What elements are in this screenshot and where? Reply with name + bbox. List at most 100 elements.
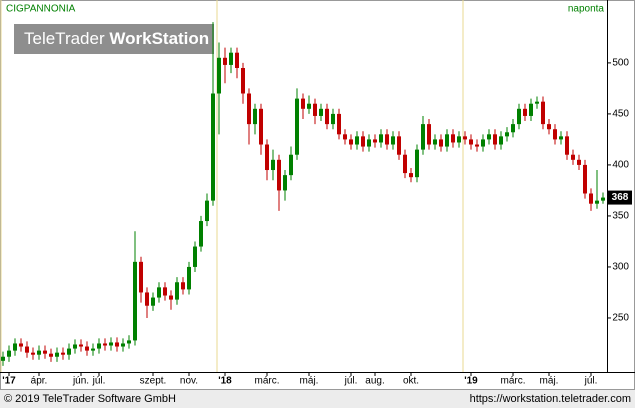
candle-body: [397, 136, 401, 155]
candle-body: [121, 343, 125, 347]
x-tick-label: jún.: [72, 376, 89, 387]
candle-body: [313, 103, 317, 116]
y-tick-label: 250: [612, 313, 629, 324]
candle-body: [295, 98, 299, 155]
candle-body: [13, 343, 17, 351]
candle-body: [319, 108, 323, 116]
candle-body: [31, 352, 35, 355]
x-tick-label: júl.: [92, 376, 106, 387]
candle-body: [229, 52, 233, 65]
candle-body: [385, 134, 389, 145]
candle-body: [493, 134, 497, 145]
x-tick-label: júl.: [584, 376, 598, 387]
candle-body: [565, 136, 569, 155]
candle-body: [181, 282, 185, 290]
last-price-box: [608, 190, 632, 205]
candle-body: [529, 103, 533, 116]
candle-body: [199, 221, 203, 247]
candle-body: [265, 144, 269, 171]
x-tick-label: nov.: [180, 376, 198, 387]
candle-body: [163, 287, 167, 296]
x-tick-label: '19: [464, 376, 478, 387]
candle-body: [349, 139, 353, 145]
candle-body: [187, 266, 191, 290]
watermark-box: [14, 24, 214, 54]
candle-body: [511, 124, 515, 133]
x-tick-label: '17: [2, 376, 16, 387]
footer-left: © 2019 TeleTrader Software GmbH: [4, 393, 176, 405]
candle-body: [577, 159, 581, 165]
y-tick-label: 450: [612, 109, 629, 120]
x-tick-label: aug.: [365, 376, 384, 387]
x-tick-label: máj.: [540, 376, 559, 387]
candle-body: [505, 132, 509, 137]
candle-body: [409, 173, 413, 178]
watermark-part: TeleTrader: [24, 29, 105, 48]
y-tick-label: 400: [612, 160, 629, 171]
candle-body: [583, 164, 587, 194]
candle-body: [1, 356, 5, 361]
candle-body: [37, 350, 41, 355]
candle-body: [43, 350, 47, 354]
candle-body: [217, 57, 221, 94]
candle-body: [79, 344, 83, 347]
candle-body: [103, 343, 107, 346]
candle-body: [205, 200, 209, 222]
candle-body: [115, 342, 119, 347]
candle-body: [337, 113, 341, 135]
candle-body: [541, 101, 545, 125]
watermark-part: WorkStation: [109, 29, 209, 48]
candle-body: [25, 346, 29, 353]
x-tick-label: ápr.: [31, 376, 48, 387]
candle-body: [571, 154, 575, 160]
candle-body: [109, 342, 113, 346]
candle-body: [67, 348, 71, 355]
candle-body: [451, 134, 455, 143]
candle-body: [547, 124, 551, 130]
candle-body: [325, 108, 329, 125]
x-tick-label: '18: [218, 376, 232, 387]
y-tick-label: 300: [612, 262, 629, 273]
candle-body: [469, 139, 473, 145]
candle-body: [169, 295, 173, 300]
candle-body: [379, 134, 383, 143]
candle-body: [277, 159, 281, 191]
x-tick-label: máj.: [300, 376, 319, 387]
candle-body: [481, 139, 485, 147]
x-tick-label: márc.: [501, 376, 526, 387]
candle-body: [85, 346, 89, 351]
candle-body: [463, 136, 467, 140]
candle-body: [259, 108, 263, 145]
candle-body: [145, 292, 149, 306]
candle-body: [211, 93, 215, 201]
candle-body: [373, 139, 377, 143]
watermark: TeleTrader WorkStation: [24, 29, 209, 48]
y-tick-label: 500: [612, 58, 629, 69]
candle-body: [253, 108, 257, 125]
candle-body: [289, 154, 293, 176]
candle-body: [193, 246, 197, 267]
candle-body: [151, 297, 155, 306]
x-tick-label: márc.: [255, 376, 280, 387]
candle-body: [475, 144, 479, 147]
candle-body: [301, 98, 305, 109]
x-tick-label: szept.: [140, 376, 167, 387]
candle-body: [235, 52, 239, 68]
candle-body: [133, 261, 137, 341]
x-tick-label: okt.: [403, 376, 419, 387]
candle-body: [127, 340, 131, 344]
footer-right: https://workstation.teletrader.com: [470, 393, 631, 405]
candle-body: [445, 134, 449, 147]
candle-body: [391, 136, 395, 145]
candle-body: [55, 352, 59, 357]
candle-body: [415, 149, 419, 178]
candle-body: [49, 353, 53, 357]
candle-body: [97, 343, 101, 349]
candle-body: [241, 67, 245, 94]
candle-body: [361, 136, 365, 147]
candle-body: [595, 200, 599, 204]
candle-body: [487, 134, 491, 140]
candle-body: [457, 136, 461, 143]
candle-body: [331, 113, 335, 125]
